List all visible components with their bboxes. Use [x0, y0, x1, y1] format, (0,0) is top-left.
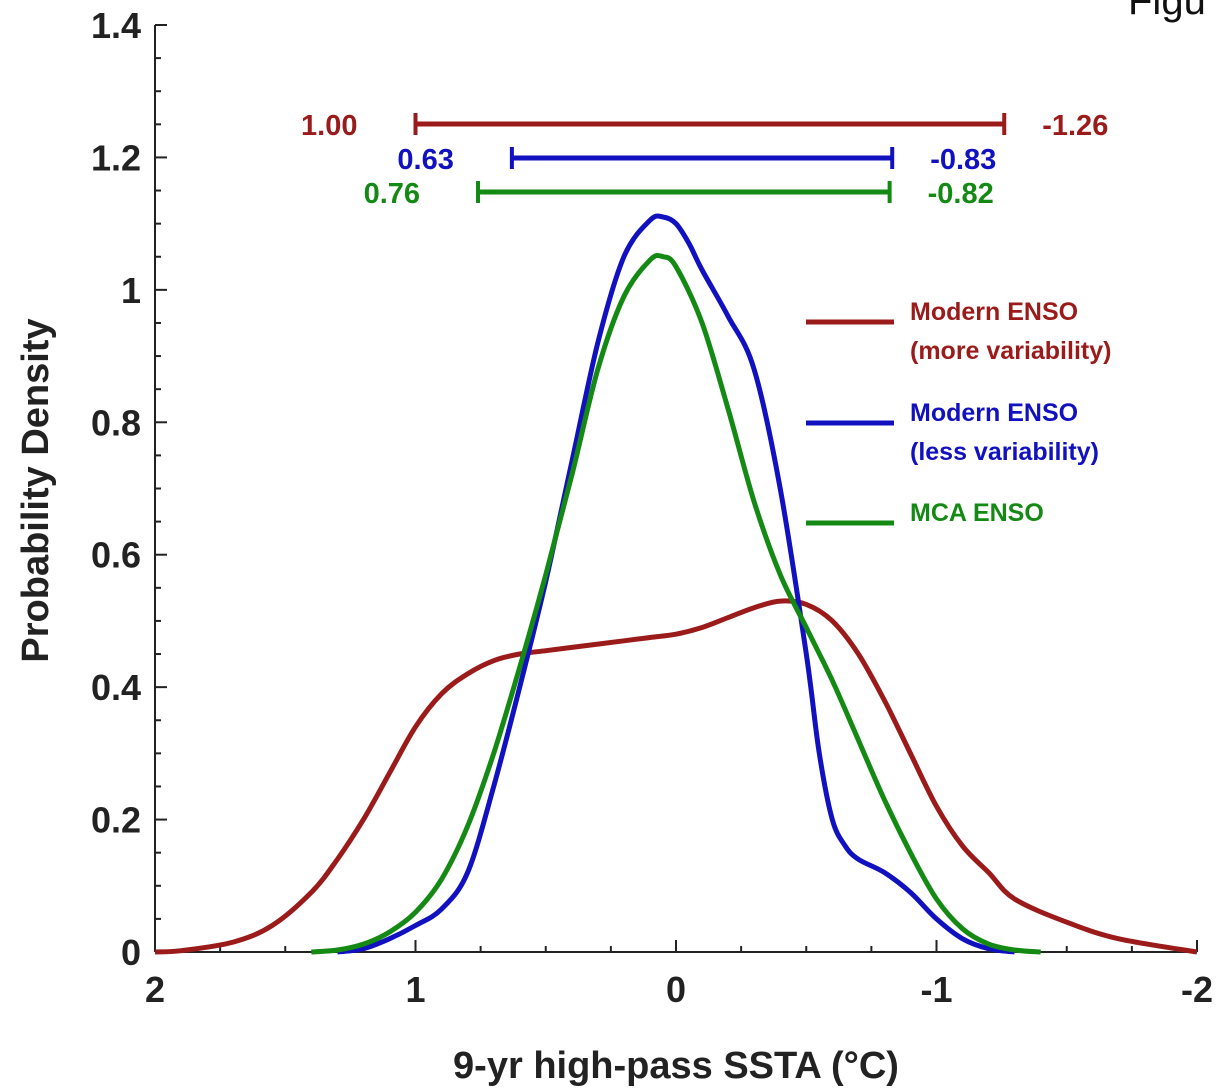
modern-enso-more-variability-curve: [154, 598, 1198, 955]
y-tick-label: 0.8: [91, 402, 141, 443]
legend-label: (less variability): [910, 438, 1099, 466]
y-axis-title: Probability Density: [15, 318, 57, 662]
y-tick-label: 0: [121, 932, 141, 973]
corner-fragment-text: Figu: [1128, 0, 1206, 23]
legend-label: MCA ENSO: [910, 499, 1044, 527]
range-right-label: -0.82: [928, 178, 994, 210]
legend-label: Modern ENSO: [910, 298, 1078, 326]
range-left-label: 0.63: [397, 144, 453, 176]
density-curves: [154, 213, 1198, 955]
legend: Modern ENSO (more variability) Modern ENSO…: [806, 298, 1111, 527]
x-axis-title: 9-yr high-pass SSTA (°C): [453, 1045, 899, 1087]
modern-enso-less-variability-curve: [337, 213, 1015, 955]
x-axis-ticks: 2 1 0 -1 -2: [145, 940, 1213, 1010]
x-tick-label: -1: [920, 969, 952, 1010]
y-tick-label: 0.6: [91, 535, 141, 576]
y-tick-label: 1.2: [91, 137, 141, 178]
x-tick-label: -2: [1181, 969, 1213, 1010]
range-bars: 1.00 -1.26 0.63 -0.83 0.76 -0.82: [301, 110, 1108, 210]
y-axis-ticks: 0 0.2 0.4 0.6 0.8 1 1.2 1.4: [91, 5, 167, 973]
range-left-label: 1.00: [301, 110, 357, 142]
range-right-label: -0.83: [930, 144, 996, 176]
y-tick-label: 0.4: [91, 667, 141, 708]
range-left-label: 0.76: [364, 178, 420, 210]
x-tick-label: 1: [405, 969, 425, 1010]
mca-enso-curve: [311, 252, 1041, 955]
y-tick-label: 1: [121, 270, 141, 311]
range-right-label: -1.26: [1042, 110, 1108, 142]
legend-label: (more variability): [910, 337, 1111, 365]
legend-label: Modern ENSO: [910, 399, 1078, 427]
x-tick-label: 0: [666, 969, 686, 1010]
y-tick-label: 1.4: [91, 5, 141, 46]
chart-axes: [154, 25, 1197, 953]
x-tick-label: 2: [145, 969, 165, 1010]
y-tick-label: 0.2: [91, 800, 141, 841]
